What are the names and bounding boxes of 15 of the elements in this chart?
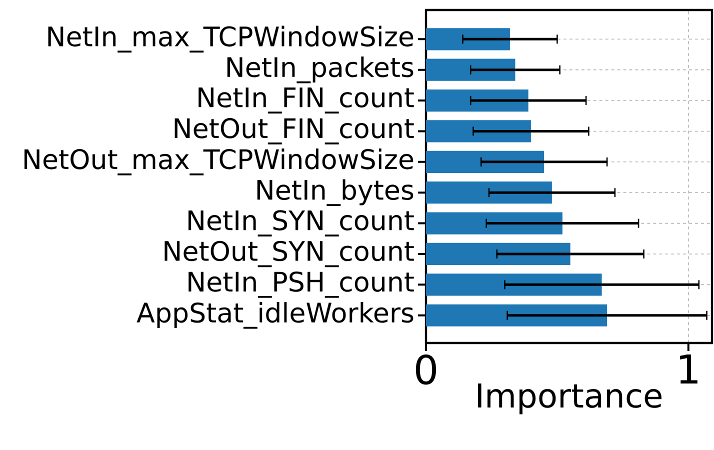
y-tick-label: NetOut_SYN_count (164, 240, 414, 268)
y-tick-label: NetIn_packets (227, 56, 414, 84)
y-tick-label: NetIn_PSH_count (188, 272, 414, 298)
y-tick-label: NetIn_SYN_count (188, 210, 414, 236)
y-tick-label: NetOut_max_TCPWindowSize (24, 148, 414, 176)
x-tick-label: 0 (416, 354, 436, 385)
y-tick-label: AppStat_idleWorkers (136, 302, 414, 329)
x-axis-title: Importance (478, 383, 662, 414)
y-tick-label: NetIn_bytes (257, 179, 414, 206)
y-tick-label: NetOut_FIN_count (174, 118, 414, 144)
bar (426, 182, 552, 204)
x-tick-label: 1 (680, 354, 698, 384)
bar (426, 58, 516, 81)
y-tick-label: NetIn_max_TCPWindowSize (48, 26, 414, 53)
y-tick-label: NetIn_FIN_count (198, 88, 414, 114)
